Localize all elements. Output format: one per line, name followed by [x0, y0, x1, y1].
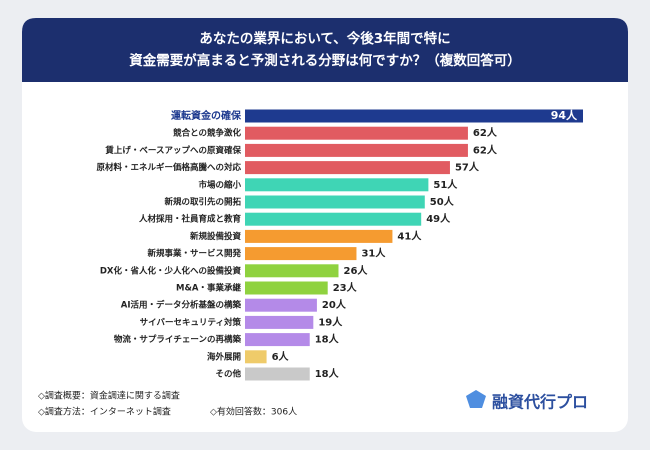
title-line: 資金需要が高まると予測される分野は何ですか？（複数回答可） — [129, 52, 521, 69]
value-label: 62人 — [473, 126, 498, 139]
category-label: 新規事業・サービス開発 — [147, 248, 241, 259]
bar — [245, 264, 339, 278]
category-label: 賃上げ・ベースアップへの原資確保 — [104, 145, 241, 156]
category-label: サイバーセキュリティ対策 — [140, 317, 242, 328]
note: ◇調査方法：インターネット調査 — [38, 406, 171, 418]
bar — [245, 247, 357, 261]
logo-icon — [466, 390, 486, 408]
category-label: AI活用・データ分析基盤の構築 — [121, 300, 242, 311]
bar — [245, 143, 468, 157]
value-label: 18人 — [315, 333, 340, 346]
bar — [245, 367, 310, 381]
value-label: 50人 — [430, 195, 455, 208]
bar — [245, 315, 314, 329]
value-label: 19人 — [318, 315, 343, 328]
bar — [245, 350, 267, 364]
value-label: 41人 — [397, 229, 422, 242]
value-label: 49人 — [426, 212, 451, 225]
bar — [245, 333, 310, 347]
logo: 融資代行プロ — [492, 393, 588, 412]
category-label: その他 — [215, 369, 241, 380]
bar — [245, 281, 328, 295]
bar — [245, 195, 425, 209]
value-label: 6人 — [272, 350, 290, 363]
header — [22, 18, 628, 82]
value-label: 94人 — [551, 108, 578, 122]
category-label: M&A・事業承継 — [176, 283, 241, 294]
value-label: 57人 — [455, 161, 480, 174]
category-label: 新規の取引先の開拓 — [164, 197, 241, 208]
value-label: 51人 — [433, 178, 458, 191]
value-label: 23人 — [333, 281, 358, 294]
value-label: 26人 — [343, 264, 368, 277]
bar — [245, 109, 583, 123]
category-label: 市場の縮小 — [198, 179, 241, 190]
value-label: 18人 — [315, 367, 340, 380]
value-label: 20人 — [322, 298, 347, 311]
title-line: あなたの業界において、今後3年間で特に — [199, 30, 450, 47]
category-label: 運転資金の確保 — [171, 109, 242, 122]
value-label: 31人 — [361, 247, 386, 260]
bar — [245, 229, 393, 243]
value-label: 62人 — [473, 143, 498, 156]
category-label: 海外展開 — [207, 351, 241, 362]
bar — [245, 298, 317, 312]
category-label: 原材料・エネルギー価格高騰への対応 — [96, 162, 241, 173]
category-label: 物流・サプライチェーンの再構築 — [114, 334, 242, 345]
category-label: DX化・省人化・少人化への設備投資 — [100, 265, 242, 276]
category-label: 競合との競争激化 — [173, 128, 241, 139]
category-label: 人材採用・社員育成と教育 — [139, 214, 242, 225]
note: ◇有効回答数：306人 — [210, 406, 297, 418]
bar — [245, 212, 422, 226]
note: ◇調査概要：資金調達に関する調査 — [38, 390, 180, 402]
bar — [245, 161, 450, 175]
bar — [245, 178, 429, 192]
category-label: 新規設備投資 — [190, 231, 242, 242]
bar — [245, 126, 468, 140]
